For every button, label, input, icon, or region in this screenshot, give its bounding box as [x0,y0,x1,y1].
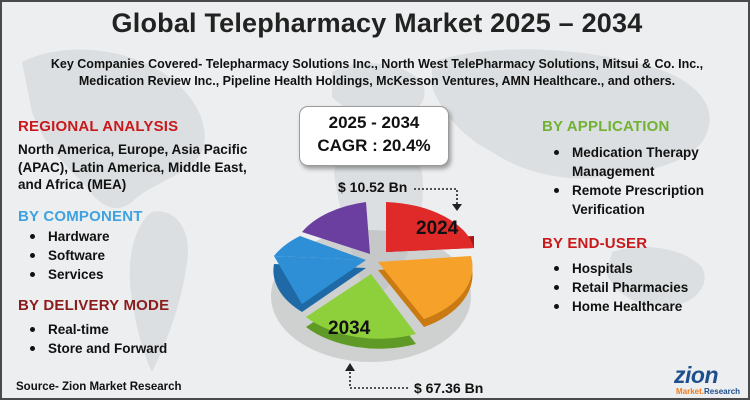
logo-sub-left: Market. [676,387,705,396]
list-item: Software [28,246,110,265]
logo-name: zion [674,362,719,388]
list-item: Hardware [28,227,110,246]
pie-slice-blue [274,256,366,304]
regional-analysis-text: North America, Europe, Asia Pacific (APA… [18,142,248,192]
regional-analysis-heading: REGIONAL ANALYSIS [18,118,179,135]
list-item: Store and Forward [28,339,167,358]
component-list: Hardware Software Services [28,227,110,284]
pie-slice-2034 [306,274,416,339]
pie-slice-purple [302,202,370,254]
pie-label-2034: 2034 [328,318,371,339]
value-2034-label: $ 67.36 Bn [414,380,484,396]
cagr-box: 2025 - 2034 CAGR : 20.4% [299,106,449,166]
cagr-value: CAGR : 20.4% [317,136,431,155]
pie-label-2024: 2024 [416,218,459,239]
arrow-2034-icon [345,363,410,389]
logo-subtitle: Market.Research [676,387,740,396]
list-item: Home Healthcare [552,297,688,316]
key-companies-text: Key Companies Covered- Telepharmacy Solu… [50,57,704,88]
list-item: Real-time [28,320,167,339]
list-item: Medication Therapy Management [552,143,742,181]
list-item: Services [28,265,110,284]
value-2024-label: $ 10.52 Bn [338,179,408,195]
page-title: Global Telepharmacy Market 2025 – 2034 [111,8,643,38]
delivery-mode-heading: BY DELIVERY MODE [18,297,170,314]
pie-slice-2024 [386,202,474,252]
list-item: Hospitals [552,259,688,278]
application-heading: BY APPLICATION [542,118,670,135]
forecast-period: 2025 - 2034 [328,113,420,132]
list-item: Retail Pharmacies [552,278,688,297]
market-pie-chart: 2024 2034 [271,202,474,362]
pie-slice-orange [378,256,473,319]
arrow-2024-icon [414,188,462,211]
end-user-heading: BY END-USER [542,235,648,252]
pie-slice-blue-top [274,236,366,260]
component-heading: BY COMPONENT [18,208,143,225]
list-item: Remote Prescription Verification [552,181,742,219]
delivery-mode-list: Real-time Store and Forward [28,320,167,358]
source-text: Source- Zion Market Research [16,381,182,393]
application-list: Medication Therapy Management Remote Pre… [552,143,742,219]
zion-logo: zion Market.Research [674,362,746,398]
end-user-list: Hospitals Retail Pharmacies Home Healthc… [552,259,688,316]
logo-sub-right: Research [704,387,741,396]
